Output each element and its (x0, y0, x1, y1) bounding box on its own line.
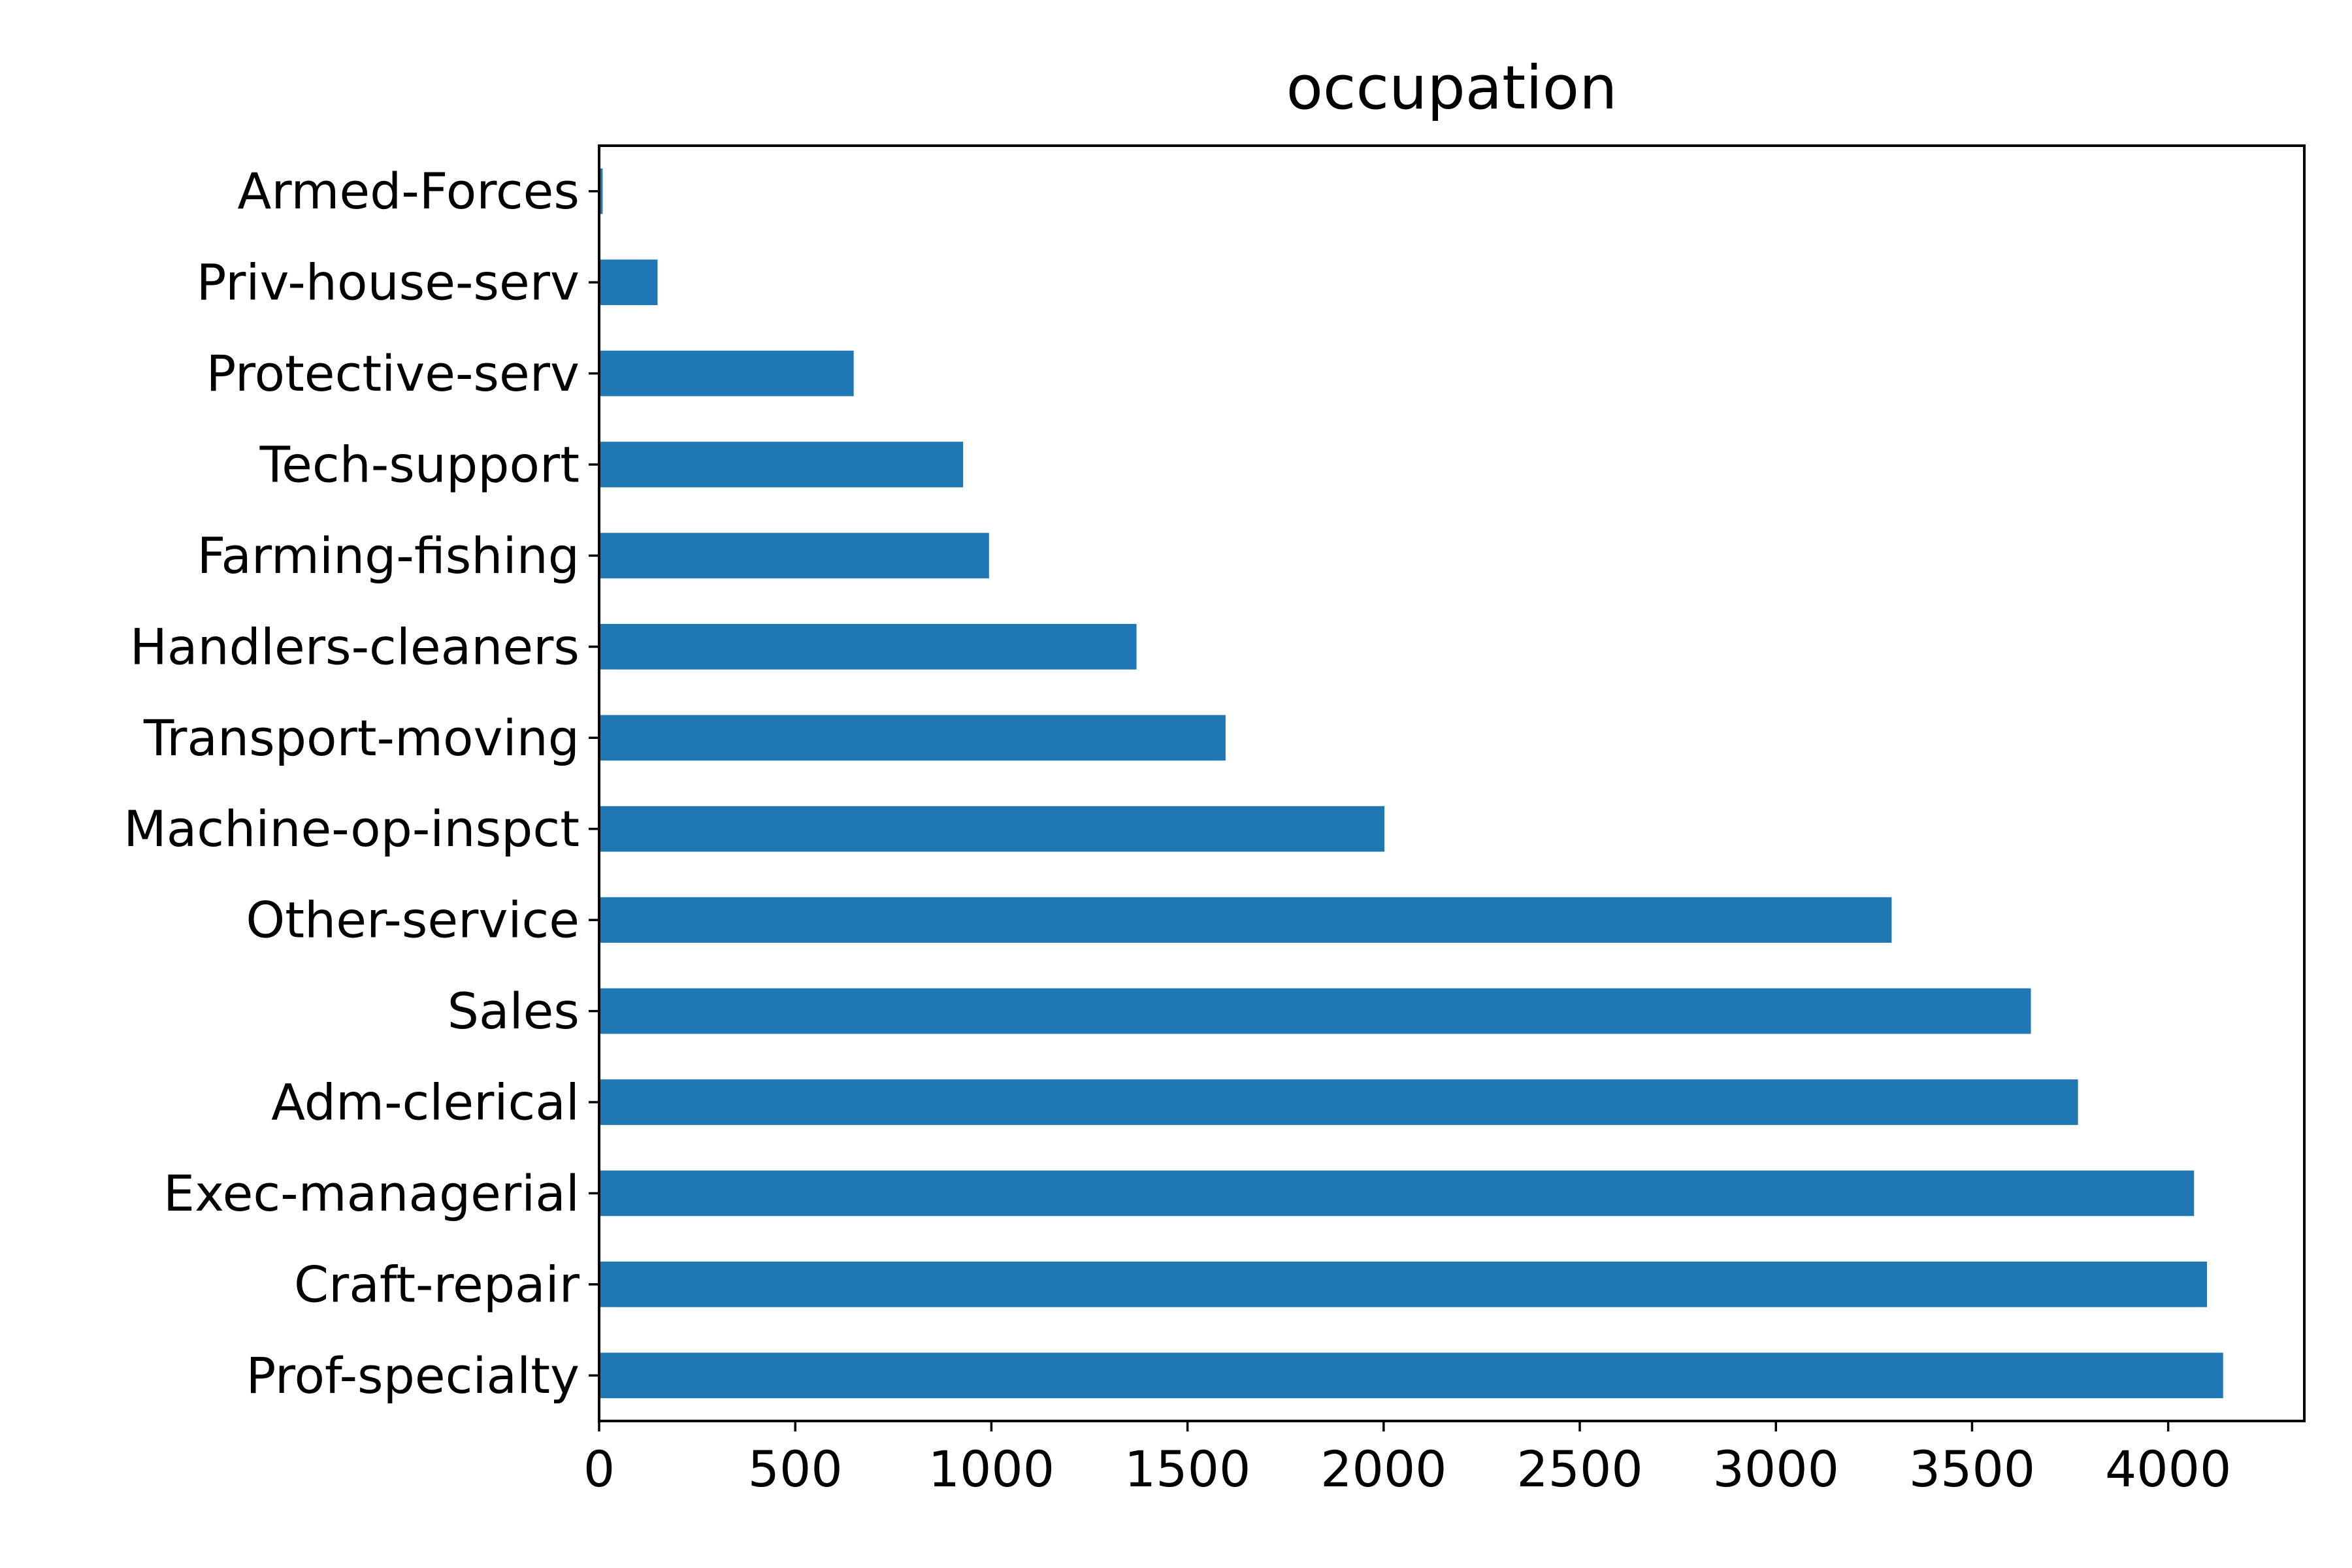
bar-machine-op-inspct (599, 806, 1385, 852)
bar-prof-specialty (599, 1352, 2223, 1399)
bar-adm-clerical (599, 1079, 2078, 1125)
bar-priv-house-serv (599, 259, 658, 305)
y-tick-label: Protective-serv (206, 344, 580, 402)
x-tick-label: 500 (748, 1440, 843, 1498)
bar-other-service (599, 897, 1892, 943)
y-tick-label: Tech-support (259, 436, 580, 494)
chart-title: occupation (1286, 53, 1618, 123)
bar-tech-support (599, 442, 964, 487)
bars-layer (599, 168, 2223, 1399)
y-tick-label: Priv-house-serv (197, 253, 580, 312)
bar-exec-managerial (599, 1170, 2195, 1217)
bar-protective-serv (599, 350, 854, 397)
x-tick-label: 3000 (1713, 1440, 1839, 1498)
x-tick-label: 1000 (928, 1440, 1054, 1498)
y-tick-label: Farming-fishing (197, 527, 580, 585)
bar-armed-forces (599, 168, 603, 214)
y-tick-label: Exec-managerial (163, 1164, 580, 1222)
bar-handlers-cleaners (599, 624, 1137, 670)
y-tick-label: Transport-moving (143, 709, 580, 767)
bar-craft-repair (599, 1262, 2208, 1307)
y-tick-label: Other-service (246, 891, 580, 949)
bar-transport-moving (599, 715, 1226, 761)
y-tick-label: Armed-Forces (237, 162, 580, 220)
y-tick-label: Prof-specialty (246, 1347, 580, 1405)
x-tick-label: 2000 (1320, 1440, 1446, 1498)
bar-sales (599, 988, 2031, 1034)
y-tick-label: Handlers-cleaners (130, 617, 580, 676)
y-axis: Prof-specialty Craft-repair Exec-manageria… (123, 162, 599, 1405)
y-tick-label: Craft-repair (294, 1255, 580, 1313)
bar-farming-fishing (599, 532, 989, 579)
x-tick-label: 4000 (2105, 1440, 2231, 1498)
y-tick-label: Adm-clerical (271, 1073, 580, 1132)
x-tick-label: 2500 (1516, 1440, 1642, 1498)
x-tick-label: 3500 (1909, 1440, 2035, 1498)
x-tick-label: 1500 (1124, 1440, 1250, 1498)
y-tick-label: Machine-op-inspct (123, 800, 580, 858)
plot-frame (598, 144, 2306, 1422)
x-tick-label: 0 (583, 1440, 615, 1498)
x-axis: 0 500 1000 1500 2000 2500 3000 3500 4000 (583, 1421, 2231, 1498)
y-tick-label: Sales (448, 982, 580, 1040)
